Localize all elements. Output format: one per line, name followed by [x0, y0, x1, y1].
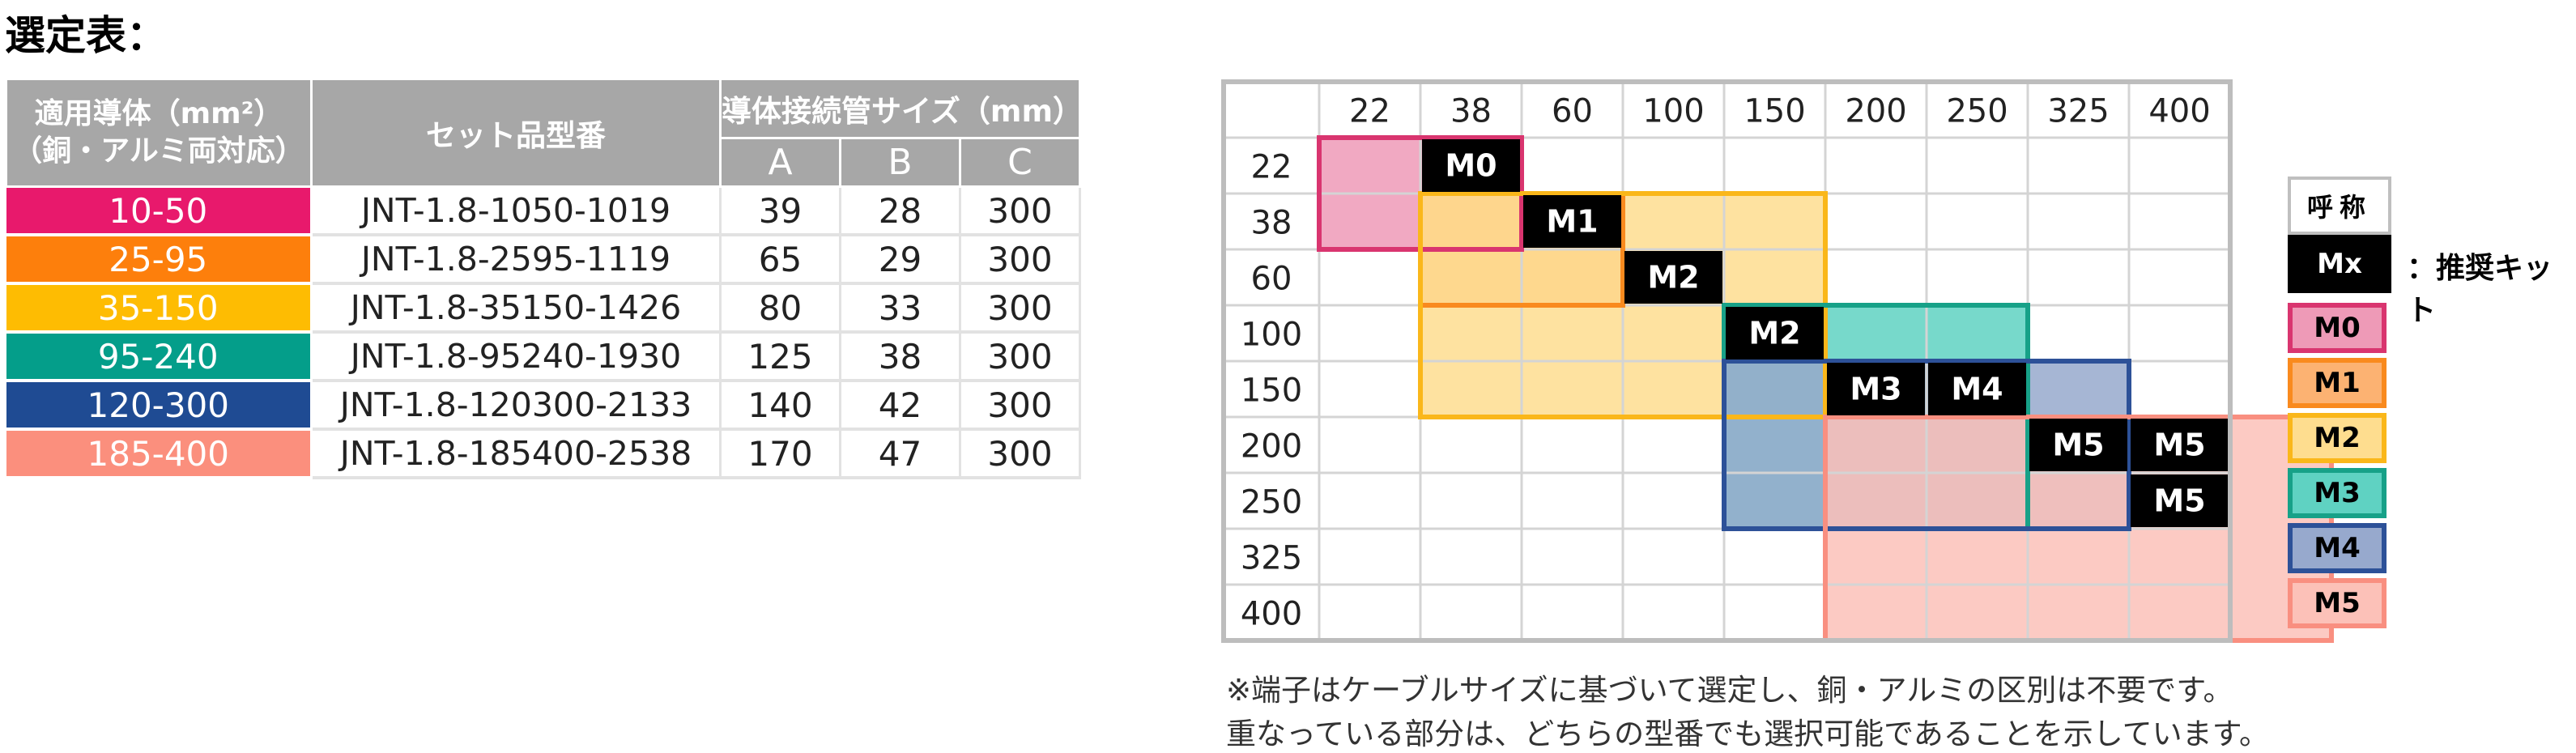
recommended-cell: [2131, 419, 2229, 471]
recommended-cell: [1827, 363, 1925, 415]
conductor-cell: 95-240: [6, 332, 313, 382]
row-size-label: 200: [1241, 428, 1302, 466]
table-row: 185-400 JNT-1.8-185400-2538 170 47 300: [6, 429, 1081, 479]
column-size-label: 250: [1946, 93, 2008, 130]
conductor-cell: 10-50: [6, 186, 313, 236]
kit-cell: JNT-1.8-2595-1119: [311, 235, 722, 285]
size-c-cell: 300: [960, 332, 1081, 382]
row-size-label: 22: [1251, 149, 1292, 186]
recommended-cell: [1523, 195, 1621, 248]
size-b-cell: 28: [840, 186, 961, 236]
size-c-cell: 300: [960, 381, 1081, 431]
header-conductor-line2: （銅・アルミ両対応）: [13, 134, 304, 168]
recommended-kit-label: M1: [1546, 204, 1598, 240]
recommended-kit-label: M0: [1445, 148, 1497, 184]
recommended-cell: [1726, 307, 1824, 359]
column-size-label: 200: [1845, 93, 1906, 130]
header-sleeve-size: 導体接続管サイズ（mm）: [719, 78, 1083, 139]
legend: 呼称 Mx M0 M1 M2 M3 M4 M5: [2288, 177, 2391, 633]
legend-item-m5: M5: [2288, 578, 2387, 628]
table-row: 35-150 JNT-1.8-35150-1426 80 33 300: [6, 283, 1081, 334]
size-a-cell: 65: [720, 235, 841, 285]
column-size-label: 400: [2148, 93, 2210, 130]
size-a-cell: 39: [720, 186, 841, 236]
size-a-cell: 170: [720, 429, 841, 479]
column-size-label: 38: [1450, 93, 1492, 130]
header-c: C: [959, 137, 1081, 188]
column-size-label: 60: [1552, 93, 1593, 130]
row-size-label: 250: [1241, 484, 1302, 521]
header-conductor: 適用導体（mm²） （銅・アルミ両対応）: [5, 78, 313, 188]
kit-cell: JNT-1.8-120300-2133: [311, 381, 722, 431]
recommended-kit-label: M4: [1951, 372, 2003, 407]
kit-cell: JNT-1.8-185400-2538: [311, 429, 722, 479]
selection-table: 適用導体（mm²） （銅・アルミ両対応） セット品型番 導体接続管サイズ（mm）…: [5, 78, 1083, 479]
size-c-cell: 300: [960, 186, 1081, 236]
recommended-cell: [2029, 419, 2127, 471]
kit-cell: JNT-1.8-35150-1426: [311, 283, 722, 334]
size-b-cell: 38: [840, 332, 961, 382]
recommended-cell: [1624, 251, 1722, 304]
size-c-cell: 300: [960, 235, 1081, 285]
row-size-label: 60: [1251, 261, 1292, 298]
table-row: 25-95 JNT-1.8-2595-1119 65 29 300: [6, 235, 1081, 285]
size-a-cell: 125: [720, 332, 841, 382]
recommended-kit-label: M5: [2153, 428, 2205, 463]
recommended-kit-label: M5: [2052, 428, 2104, 463]
kit-cell: JNT-1.8-1050-1019: [311, 186, 722, 236]
size-b-cell: 33: [840, 283, 961, 334]
row-size-label: 400: [1241, 596, 1302, 633]
legend-item-m3: M3: [2288, 468, 2387, 518]
conductor-cell: 25-95: [6, 235, 313, 285]
matrix-frame: [1221, 79, 2233, 643]
legend-header: 呼称: [2288, 177, 2391, 235]
header-a: A: [719, 137, 841, 188]
note-line-1: ※端子はケーブルサイズに基づいて選定し、銅・アルミの区別は不要です。: [1226, 673, 2233, 708]
legend-recommended-swatch: Mx: [2288, 235, 2391, 293]
recommended-kit-label: M5: [2153, 483, 2205, 519]
row-size-label: 325: [1241, 540, 1302, 577]
row-size-label: 100: [1241, 317, 1302, 354]
header-b: B: [839, 137, 961, 188]
header-kit-model: セット品型番: [310, 78, 722, 188]
recommended-cell: [1928, 363, 2026, 415]
row-size-label: 150: [1241, 372, 1302, 410]
zone-m4-border: [1722, 359, 2131, 531]
column-size-label: 150: [1744, 93, 1805, 130]
table-row: 10-50 JNT-1.8-1050-1019 39 28 300: [6, 186, 1081, 236]
page-title: 選定表：: [5, 12, 167, 59]
legend-item-m2: M2: [2288, 413, 2387, 463]
size-a-cell: 140: [720, 381, 841, 431]
header-conductor-line1: 適用導体（mm²）: [34, 97, 283, 130]
conductor-cell: 185-400: [6, 429, 313, 479]
row-size-label: 38: [1251, 205, 1292, 242]
column-size-label: 325: [2047, 93, 2109, 130]
recommended-kit-label: M2: [1647, 260, 1699, 296]
recommended-kit-label: M2: [1748, 316, 1800, 351]
size-a-cell: 80: [720, 283, 841, 334]
kit-cell: JNT-1.8-95240-1930: [311, 332, 722, 382]
conductor-cell: 120-300: [6, 381, 313, 431]
conductor-cell: 35-150: [6, 283, 313, 334]
legend-item-m0: M0: [2288, 303, 2387, 353]
column-size-label: 100: [1642, 93, 1704, 130]
note-line-2: 重なっている部分は、どちらの型番でも選択可能であることを示しています。: [1226, 717, 2269, 751]
recommended-cell: [1422, 139, 1520, 192]
size-b-cell: 29: [840, 235, 961, 285]
legend-recommended-label: ：推奨キット: [2407, 252, 2553, 327]
recommended-kit-label: M3: [1850, 372, 1901, 407]
table-row: 95-240 JNT-1.8-95240-1930 125 38 300: [6, 332, 1081, 382]
size-b-cell: 42: [840, 381, 961, 431]
legend-item-m1: M1: [2288, 358, 2387, 408]
size-c-cell: 300: [960, 429, 1081, 479]
table-row: 120-300 JNT-1.8-120300-2133 140 42 300: [6, 381, 1081, 431]
column-size-label: 22: [1349, 93, 1390, 130]
legend-item-m4: M4: [2288, 523, 2387, 573]
size-b-cell: 47: [840, 429, 961, 479]
recommended-cell: [2131, 474, 2229, 527]
size-c-cell: 300: [960, 283, 1081, 334]
